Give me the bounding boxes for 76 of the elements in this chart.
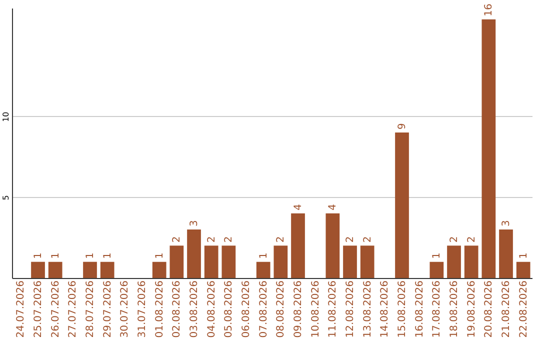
x-tick-label: 03.08.2026	[189, 280, 200, 338]
bar	[187, 229, 201, 278]
x-tick-label: 25.07.2026	[33, 280, 44, 338]
x-tick-label: 04.08.2026	[206, 280, 218, 338]
x-tick-label: 24.07.2026	[16, 280, 27, 338]
bar	[170, 246, 184, 278]
data-label: 2	[449, 236, 460, 243]
x-tick-label: 08.08.2026	[276, 280, 287, 338]
x-tick-label: 27.07.2026	[68, 280, 79, 338]
bar	[31, 262, 45, 278]
x-tick-label: 19.08.2026	[466, 280, 478, 338]
x-tick-label: 17.08.2026	[432, 280, 443, 338]
bar	[326, 213, 340, 278]
x-tick-label: 22.08.2026	[518, 280, 530, 338]
x-tick-label: 02.08.2026	[172, 280, 183, 338]
bar	[482, 19, 496, 278]
y-tick-label: 5	[2, 195, 10, 200]
data-label: 1	[154, 252, 166, 259]
data-label: 2	[224, 236, 235, 243]
bar	[464, 246, 478, 278]
x-tick-label: 21.08.2026	[501, 280, 512, 338]
bar	[499, 229, 513, 278]
bar	[152, 262, 166, 278]
bar	[430, 262, 444, 278]
data-label: 2	[172, 236, 183, 243]
bar	[83, 262, 97, 278]
x-tick-label: 16.08.2026	[414, 280, 426, 338]
bar	[516, 262, 530, 278]
data-label: 3	[501, 220, 512, 226]
x-tick-label: 09.08.2026	[293, 280, 304, 338]
data-label: 1	[50, 252, 62, 259]
x-tick-label: 05.08.2026	[224, 280, 235, 338]
bar	[395, 132, 409, 278]
data-label: 4	[293, 204, 304, 210]
data-label: 9	[397, 123, 408, 130]
data-label: 1	[33, 252, 44, 259]
data-label: 2	[466, 236, 478, 243]
x-tick-label: 14.08.2026	[380, 280, 391, 338]
x-tick-label: 30.07.2026	[120, 280, 131, 338]
data-label: 1	[518, 252, 530, 259]
bar	[343, 246, 357, 278]
bar	[48, 262, 62, 278]
x-tick-label: 01.08.2026	[154, 280, 166, 338]
x-tick-label: 07.08.2026	[258, 280, 270, 338]
y-tick-label: 10	[2, 112, 10, 122]
bar	[100, 262, 114, 278]
bar	[447, 246, 461, 278]
data-label: 1	[258, 252, 270, 259]
bar	[204, 246, 218, 278]
x-tick-label: 15.08.2026	[397, 280, 408, 338]
x-tick-label: 31.07.2026	[137, 280, 148, 338]
data-label: 2	[362, 236, 374, 243]
x-tick-label: 26.07.2026	[50, 280, 62, 338]
x-tick-label: 18.08.2026	[449, 280, 460, 338]
x-tick-label: 29.07.2026	[102, 280, 114, 338]
data-label: 1	[85, 252, 96, 259]
x-tick-label: 20.08.2026	[484, 280, 495, 338]
data-label: 2	[345, 236, 356, 243]
bar	[222, 246, 236, 278]
x-tick-label: 10.08.2026	[310, 280, 322, 338]
data-label: 1	[102, 252, 114, 259]
data-label: 3	[189, 220, 200, 226]
x-tick-label: 06.08.2026	[241, 280, 252, 338]
bar	[256, 262, 270, 278]
data-label: 4	[328, 204, 339, 210]
x-tick-label: 12.08.2026	[345, 280, 356, 338]
data-label: 2	[206, 236, 218, 243]
bar	[291, 213, 305, 278]
data-label: 2	[276, 236, 287, 243]
x-tick-label: 11.08.2026	[328, 280, 339, 338]
x-tick-label: 28.07.2026	[85, 280, 96, 338]
data-label: 16	[484, 4, 495, 16]
bar	[360, 246, 374, 278]
x-tick-label: 13.08.2026	[362, 280, 374, 338]
bar	[274, 246, 288, 278]
data-label: 1	[432, 252, 443, 259]
